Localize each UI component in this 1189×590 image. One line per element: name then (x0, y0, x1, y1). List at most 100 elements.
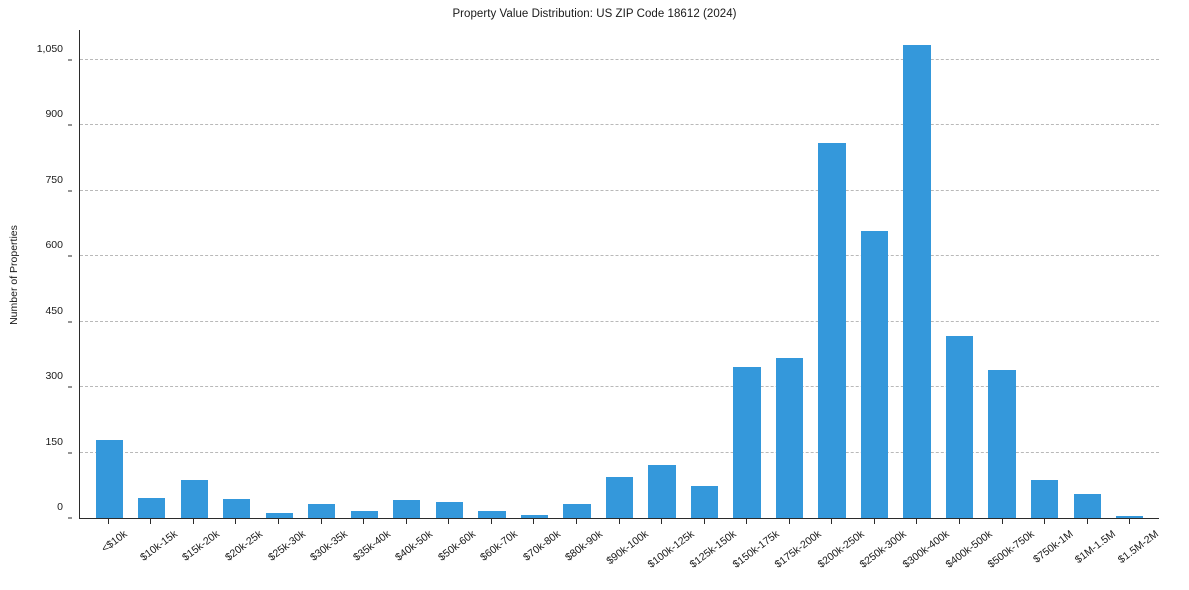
x-label-slot: $400k-500k (938, 526, 994, 590)
x-axis-tickmarks (79, 519, 1159, 525)
x-tick-mark (831, 519, 833, 524)
x-label-slot: <$10k (87, 526, 130, 590)
bar[interactable] (393, 499, 421, 518)
bar[interactable] (563, 504, 591, 518)
y-tick-label: 150 (45, 435, 63, 448)
x-label-slot: $50k-60k (428, 526, 478, 590)
x-tick-slot (598, 519, 641, 525)
x-tick-mark (618, 519, 620, 524)
bar[interactable] (138, 498, 166, 518)
x-tick-slot (768, 519, 811, 525)
y-tick-mark (68, 517, 72, 519)
bar[interactable] (690, 486, 719, 518)
gridline (80, 124, 1159, 126)
x-tick-mark (1044, 519, 1046, 524)
bar[interactable] (520, 514, 549, 518)
bar[interactable] (733, 367, 761, 518)
x-label-slot: $175k-200k (768, 526, 824, 590)
bar[interactable] (818, 143, 846, 518)
x-tick-slot (683, 519, 726, 525)
x-tick-slot (811, 519, 854, 525)
y-axis-tick-labels: 0 150 300 450 600 750 900 1,050 (0, 30, 72, 519)
y-tick-mark (68, 321, 72, 323)
bar[interactable] (945, 335, 974, 518)
y-tick-label: 750 (45, 173, 63, 186)
x-tick-mark (959, 519, 961, 524)
x-label-slot: $300k-400k (896, 526, 952, 590)
x-tick-slot (853, 519, 896, 525)
x-tick-slot (1066, 519, 1109, 525)
y-tick-mark (68, 255, 72, 257)
bar[interactable] (1073, 494, 1101, 518)
bar[interactable] (180, 479, 208, 518)
bar-slot (641, 30, 684, 518)
x-label-slot: $125k-150k (683, 526, 739, 590)
x-tick-slot (470, 519, 513, 525)
bar-slot (811, 30, 854, 518)
bar-slot (726, 30, 769, 518)
x-tick-slot (130, 519, 173, 525)
bar[interactable] (478, 511, 506, 518)
y-tick-label: 300 (45, 370, 63, 383)
bar[interactable] (95, 440, 123, 518)
chart-title: Property Value Distribution: US ZIP Code… (452, 8, 737, 20)
bar[interactable] (350, 511, 378, 518)
gridline (80, 58, 1159, 60)
y-tick-mark (68, 452, 72, 454)
x-tick-mark (150, 519, 152, 524)
y-tick-label: 450 (45, 304, 63, 317)
y-tick-label: 1,050 (36, 42, 63, 55)
x-tick-mark (575, 519, 577, 524)
bar[interactable] (648, 464, 676, 518)
bar[interactable] (1116, 516, 1144, 518)
x-tick-slot (981, 519, 1024, 525)
bar-slot (216, 30, 259, 518)
x-tick-mark (192, 519, 194, 524)
bar-slot (131, 30, 174, 518)
bar[interactable] (903, 45, 931, 518)
bar[interactable] (988, 369, 1016, 518)
bar-slot (386, 30, 429, 518)
bar-slot (301, 30, 344, 518)
x-tick-slot (640, 519, 683, 525)
bar-slot (513, 30, 556, 518)
x-tick-mark (448, 519, 450, 524)
x-tick-label: $1.5M-2M (1115, 528, 1161, 567)
x-tick-slot (215, 519, 258, 525)
x-tick-slot (725, 519, 768, 525)
bar-slot (471, 30, 514, 518)
x-label-slot: $150k-175k (725, 526, 781, 590)
bar-slot (768, 30, 811, 518)
y-tick-label: 900 (45, 108, 63, 121)
bar[interactable] (860, 231, 889, 518)
gridline (80, 189, 1159, 191)
y-tick-mark (68, 59, 72, 61)
bar-slot (1108, 30, 1151, 518)
x-tick-mark (661, 519, 663, 524)
bar[interactable] (1031, 480, 1059, 518)
x-label-slot: $25k-30k (257, 526, 308, 590)
bar-slot (88, 30, 131, 518)
bar[interactable] (435, 501, 463, 518)
bar-slot (598, 30, 641, 518)
x-tick-mark (788, 519, 790, 524)
bar[interactable] (775, 357, 804, 518)
x-label-slot: $30k-35k (300, 526, 350, 590)
gridline (80, 386, 1159, 388)
bar[interactable] (223, 498, 251, 518)
x-label-slot: $100k-125k (640, 526, 696, 590)
x-tick-mark (916, 519, 918, 524)
x-label-slot: $1M-1.5M (1066, 526, 1118, 590)
bar-slot (1023, 30, 1066, 518)
x-label-slot: $10k-15k (130, 526, 180, 590)
x-tick-slot (1023, 519, 1066, 525)
bar-series (80, 30, 1159, 518)
bar[interactable] (605, 476, 634, 518)
bar[interactable] (265, 513, 293, 518)
bar-slot (896, 30, 939, 518)
bar-slot (683, 30, 726, 518)
plot-area (79, 30, 1159, 519)
bar-slot (938, 30, 981, 518)
bar[interactable] (308, 504, 336, 518)
